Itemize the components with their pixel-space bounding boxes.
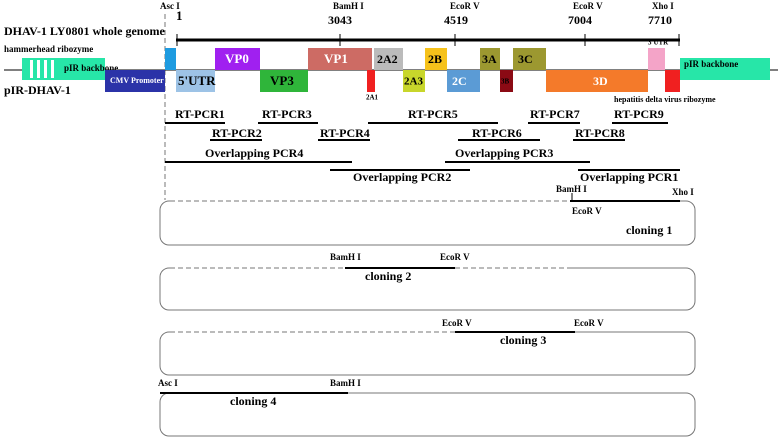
cloning-label: cloning 1 xyxy=(626,223,672,237)
site-label: Xho I xyxy=(672,187,694,197)
element-label: 2A2 xyxy=(377,52,398,66)
a3b xyxy=(480,48,500,70)
pcr-label: RT-PCR4 xyxy=(320,126,370,140)
element-label: 2B xyxy=(428,52,442,66)
site-label: BamH I xyxy=(330,252,361,262)
site-label: BamH I xyxy=(330,378,361,388)
element-label: pIR backbone xyxy=(684,59,738,69)
element-label: 2A1 xyxy=(366,94,379,102)
element-label: 2A3 xyxy=(404,76,423,88)
b3 xyxy=(500,70,513,92)
element-label: VP1 xyxy=(324,51,348,66)
vp3 xyxy=(260,70,308,92)
utr5 xyxy=(176,70,215,92)
utr3 xyxy=(648,48,665,70)
pcr-label: Overlapping PCR4 xyxy=(205,146,303,160)
pcr-lines xyxy=(165,122,680,171)
ribozyme xyxy=(165,48,176,70)
pcr-label: RT-PCR1 xyxy=(175,107,225,121)
cloning-label: cloning 3 xyxy=(500,333,546,347)
pcr-label: Overlapping PCR2 xyxy=(353,170,451,184)
element-label: CMV Promoter xyxy=(110,76,164,85)
site-label: EcoR V xyxy=(574,318,604,328)
pcr-label: Overlapping PCR3 xyxy=(455,146,553,160)
site-label: EcoR V xyxy=(450,1,480,11)
element-label: hepatitis delta virus ribozyme xyxy=(614,95,716,104)
a3 xyxy=(403,70,425,92)
pcr-label: RT-PCR9 xyxy=(614,107,664,121)
d3 xyxy=(546,70,648,92)
pcr-label: RT-PCR5 xyxy=(408,107,458,121)
pcr-label: RT-PCR2 xyxy=(212,126,262,140)
a1 xyxy=(367,70,375,92)
cloning-label: cloning 2 xyxy=(365,269,411,283)
position: 1 xyxy=(176,8,183,23)
position: 4519 xyxy=(444,13,468,27)
site-label: Asc I xyxy=(158,378,178,388)
pcr-label: RT-PCR3 xyxy=(262,107,312,121)
site-label: BamH I xyxy=(333,1,364,11)
backbone xyxy=(680,58,770,80)
element-label: VP3 xyxy=(270,73,294,88)
element-label: VP0 xyxy=(225,51,249,66)
c3 xyxy=(513,48,546,70)
position: 3043 xyxy=(328,13,352,27)
pcr-label: RT-PCR6 xyxy=(472,126,522,140)
hdv xyxy=(665,70,680,92)
vp0 xyxy=(215,48,260,70)
site-label: Xho I xyxy=(652,1,674,11)
b2 xyxy=(425,48,447,70)
cloning-label: cloning 4 xyxy=(230,394,276,408)
backbone xyxy=(22,58,105,80)
cloning-box xyxy=(159,392,696,437)
site-label: BamH I xyxy=(556,184,587,194)
element-label: 3'UTR xyxy=(648,39,669,47)
site-label: Asc I xyxy=(160,1,180,11)
genome-ticks xyxy=(176,34,680,46)
site-label: EcoR V xyxy=(572,206,602,216)
element-label: pIR backbone xyxy=(64,63,118,73)
element-label: 3B xyxy=(501,78,510,86)
pcr-label: Overlapping PCR1 xyxy=(580,170,678,184)
site-label: EcoR V xyxy=(440,252,470,262)
position: 7710 xyxy=(648,13,672,27)
cmv xyxy=(105,70,165,92)
element-label: 2C xyxy=(452,74,467,88)
element-label: 3C xyxy=(518,52,533,66)
construct-name: pIR-DHAV-1 xyxy=(4,83,71,97)
genome-title: DHAV-1 LY0801 whole genome xyxy=(4,24,165,38)
pcr-label: RT-PCR7 xyxy=(530,107,580,121)
site-label: EcoR V xyxy=(442,318,472,328)
c2 xyxy=(447,70,480,92)
cloning-box xyxy=(159,331,696,376)
element-label: 3A xyxy=(482,52,497,66)
element-label: 3D xyxy=(593,74,608,88)
a2 xyxy=(374,48,403,70)
vp1 xyxy=(308,48,372,70)
site-label: EcoR V xyxy=(573,1,603,11)
pcr-label: RT-PCR8 xyxy=(575,126,625,140)
position: 7004 xyxy=(568,13,592,27)
cloning-box xyxy=(159,200,696,246)
cloning-box xyxy=(159,267,696,311)
element-label: 5'UTR xyxy=(178,73,216,88)
element-label: hammerhead ribozyme xyxy=(4,44,93,54)
